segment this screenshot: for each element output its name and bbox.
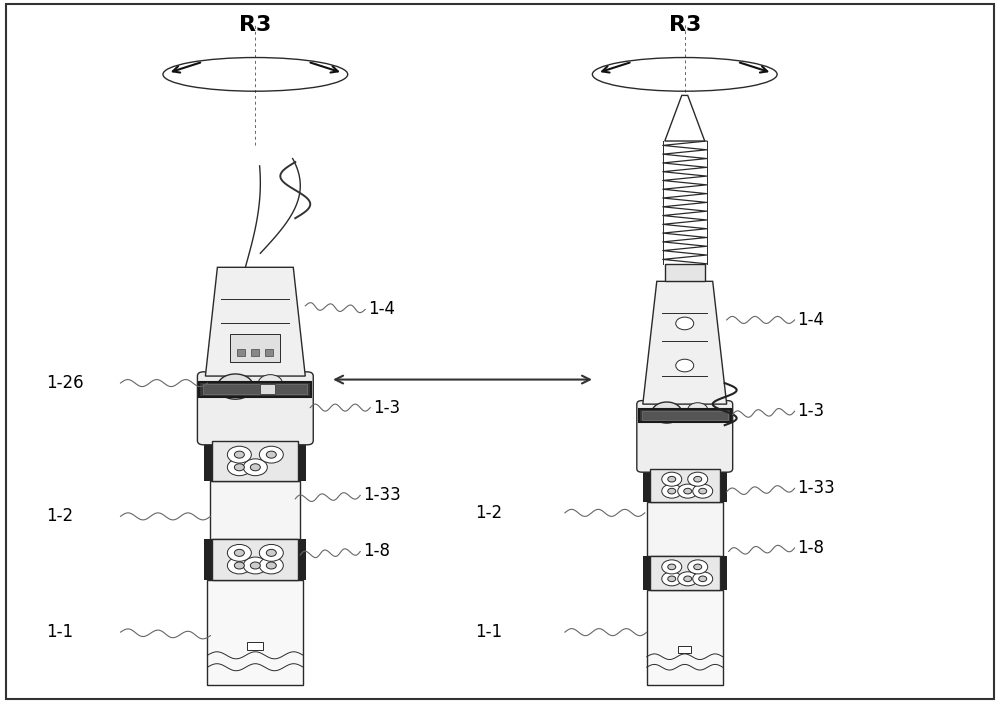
Circle shape [668,477,676,482]
Bar [247,643,263,650]
Bar [212,441,298,482]
Circle shape [266,451,276,458]
Circle shape [694,564,702,569]
Circle shape [250,464,260,471]
Circle shape [699,576,707,581]
Bar [265,349,273,356]
Bar [643,556,650,590]
Circle shape [662,472,682,486]
Text: R3: R3 [669,15,701,35]
Text: 1-26: 1-26 [46,374,83,392]
Text: 1-2: 1-2 [46,508,73,525]
Circle shape [234,451,244,458]
Bar [642,411,728,420]
Bar [720,556,727,590]
Circle shape [699,489,707,494]
Circle shape [243,557,267,574]
Circle shape [662,572,682,586]
Bar [203,385,307,394]
Circle shape [652,402,682,423]
Circle shape [227,557,251,574]
Circle shape [227,544,251,561]
Circle shape [662,484,682,498]
Bar [212,538,298,579]
Circle shape [688,403,708,417]
Text: 1-3: 1-3 [798,402,825,420]
Bar [210,482,300,538]
Bar [647,590,723,685]
Circle shape [258,375,282,392]
Circle shape [693,572,713,586]
Text: 1-8: 1-8 [798,539,825,557]
Circle shape [684,489,692,494]
Circle shape [259,544,283,561]
Bar [720,469,727,503]
Circle shape [678,484,698,498]
Circle shape [688,472,708,486]
Bar [230,334,280,362]
Circle shape [217,374,253,399]
Circle shape [668,576,676,581]
Bar [647,503,723,556]
Circle shape [693,484,713,498]
Bar [251,349,259,356]
Circle shape [227,459,251,476]
Text: 1-3: 1-3 [373,399,400,417]
Circle shape [668,489,676,494]
FancyBboxPatch shape [197,372,313,445]
Circle shape [227,446,251,463]
Circle shape [678,572,698,586]
Bar [207,579,303,685]
Bar [260,385,275,394]
Circle shape [266,549,276,556]
Bar [678,646,691,653]
Circle shape [234,549,244,556]
Circle shape [234,464,244,471]
Circle shape [688,560,708,574]
Bar [199,382,311,397]
Text: 1-33: 1-33 [798,479,835,497]
Polygon shape [665,96,705,141]
Circle shape [243,459,267,476]
Circle shape [234,562,244,569]
Text: 1-33: 1-33 [363,486,401,504]
Circle shape [259,446,283,463]
Text: R3: R3 [239,15,272,35]
Bar [298,441,306,482]
Text: 1-1: 1-1 [46,623,73,641]
Bar [650,469,720,503]
Circle shape [684,576,692,581]
Text: 1-4: 1-4 [798,311,825,329]
Text: 1-4: 1-4 [368,300,395,318]
Circle shape [259,557,283,574]
Circle shape [266,562,276,569]
Bar [237,349,245,356]
Circle shape [694,477,702,482]
FancyBboxPatch shape [637,401,733,472]
Bar [204,538,212,579]
Polygon shape [643,281,727,404]
Bar [650,556,720,590]
Text: 1-1: 1-1 [475,623,502,641]
Bar [665,264,705,281]
Bar [639,409,731,422]
Circle shape [662,560,682,574]
Circle shape [250,562,260,569]
Circle shape [668,564,676,569]
Polygon shape [205,267,305,376]
Circle shape [676,359,694,372]
Bar [643,469,650,503]
Circle shape [676,317,694,330]
Text: 1-8: 1-8 [363,543,390,560]
Bar [204,441,212,482]
Bar [298,538,306,579]
Text: 1-2: 1-2 [475,504,502,522]
